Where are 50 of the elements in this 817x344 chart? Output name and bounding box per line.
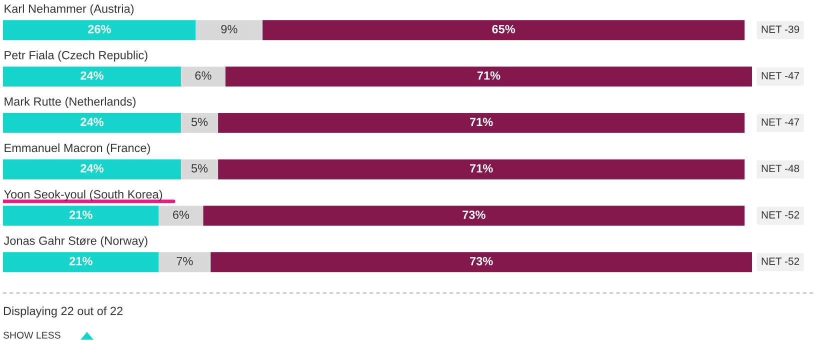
text: Displaying 22 out of 22 (4, 306, 123, 318)
y-tick-label: Karl Nehammer (Austria) (4, 4, 134, 16)
bar (3, 159, 181, 180)
text: NET -39 (762, 26, 800, 33)
bar (3, 66, 181, 87)
y-tick-label: Emmanuel Macron (France) (4, 143, 150, 154)
bar (196, 20, 263, 40)
bar (180, 112, 218, 133)
data-label: 65% (492, 24, 516, 34)
data-label: 21% (69, 210, 92, 219)
bar (180, 159, 218, 180)
bar (3, 112, 181, 133)
y-tick-label: Mark Rutte (Netherlands) (4, 97, 136, 108)
data-label: 24% (80, 71, 104, 80)
data-label: 7% (176, 257, 193, 266)
text: NET -48 (762, 164, 800, 172)
text: NET -47 (762, 118, 800, 126)
bar (3, 252, 159, 272)
bar (218, 112, 745, 133)
bar (218, 159, 745, 180)
data-label: 5% (191, 164, 208, 173)
bar (3, 20, 196, 40)
y-tick-label: Jonas Gahr Støre (Norway) (4, 236, 148, 248)
text: NET -52 (762, 258, 800, 265)
bar (210, 252, 752, 272)
data-label: 5% (191, 118, 208, 126)
y-tick-label: Yoon Seok-youl (South Korea) (4, 190, 162, 201)
data-label: 6% (195, 71, 212, 80)
text: NET -52 (762, 211, 800, 219)
data-label: 24% (80, 164, 104, 173)
data-label: 26% (88, 24, 111, 34)
bar (3, 206, 159, 226)
bar (203, 206, 745, 226)
bar (262, 20, 745, 40)
data-label: 24% (80, 118, 104, 126)
data-label: 21% (69, 256, 92, 266)
bar (180, 66, 226, 87)
y-tick-label: Petr Fiala (Czech Republic) (4, 50, 148, 62)
text: NET -47 (762, 72, 800, 80)
data-label: 71% (470, 164, 493, 173)
data-label: 6% (173, 210, 190, 219)
bar (158, 252, 211, 272)
data-label: 71% (477, 71, 500, 80)
data-label: 9% (221, 24, 238, 34)
data-label: 73% (470, 256, 493, 266)
bar (158, 206, 204, 226)
data-label: 73% (462, 210, 486, 219)
text: SHOW LESS (3, 332, 60, 339)
bar (225, 66, 752, 87)
data-label: 71% (470, 118, 493, 126)
